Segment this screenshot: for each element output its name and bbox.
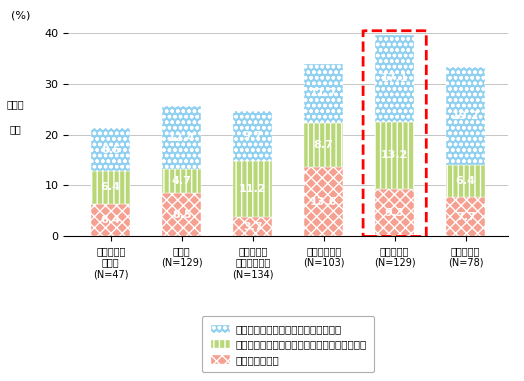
Bar	[375, 35, 414, 122]
Text: 8.7: 8.7	[314, 140, 334, 150]
Bar	[375, 189, 414, 236]
Text: 17.1: 17.1	[381, 74, 408, 83]
Bar	[304, 167, 343, 236]
Text: 9.3: 9.3	[385, 208, 405, 218]
Bar	[91, 204, 130, 236]
Bar	[304, 64, 343, 123]
Bar	[91, 128, 130, 171]
Text: 11.2: 11.2	[239, 184, 266, 194]
Text: 13.6: 13.6	[310, 197, 337, 207]
Text: 9.7: 9.7	[243, 131, 263, 141]
Text: 3.7: 3.7	[243, 222, 263, 232]
Bar	[446, 165, 485, 197]
Bar	[233, 218, 272, 236]
Bar	[446, 197, 485, 236]
Bar	[375, 122, 414, 189]
Bar	[304, 123, 343, 167]
Bar	[162, 193, 201, 236]
Text: 19.2: 19.2	[452, 111, 479, 121]
Text: 8.5: 8.5	[172, 210, 192, 219]
Text: 答率: 答率	[9, 125, 21, 134]
Bar	[233, 160, 272, 218]
Bar	[162, 169, 201, 193]
Text: 6.4: 6.4	[101, 215, 121, 225]
Legend: 未定だが、取り組みたいと考えている, まだ実行していないが、計画中・検討中である, 既に行っている: 未定だが、取り組みたいと考えている, まだ実行していないが、計画中・検討中である…	[202, 316, 374, 372]
Text: 割合回: 割合回	[6, 99, 24, 109]
Text: 8.5: 8.5	[101, 145, 121, 155]
Text: 11.7: 11.7	[310, 88, 337, 98]
Text: 4.7: 4.7	[172, 176, 192, 186]
Text: 7.7: 7.7	[456, 212, 476, 222]
Bar	[233, 111, 272, 160]
Text: (%): (%)	[11, 11, 30, 21]
Bar	[91, 171, 130, 204]
Text: 6.4: 6.4	[456, 176, 476, 186]
Text: 12.4: 12.4	[168, 133, 195, 142]
Text: 6.4: 6.4	[101, 182, 121, 192]
Text: 13.2: 13.2	[381, 150, 408, 160]
Bar	[446, 67, 485, 165]
Bar	[162, 106, 201, 169]
